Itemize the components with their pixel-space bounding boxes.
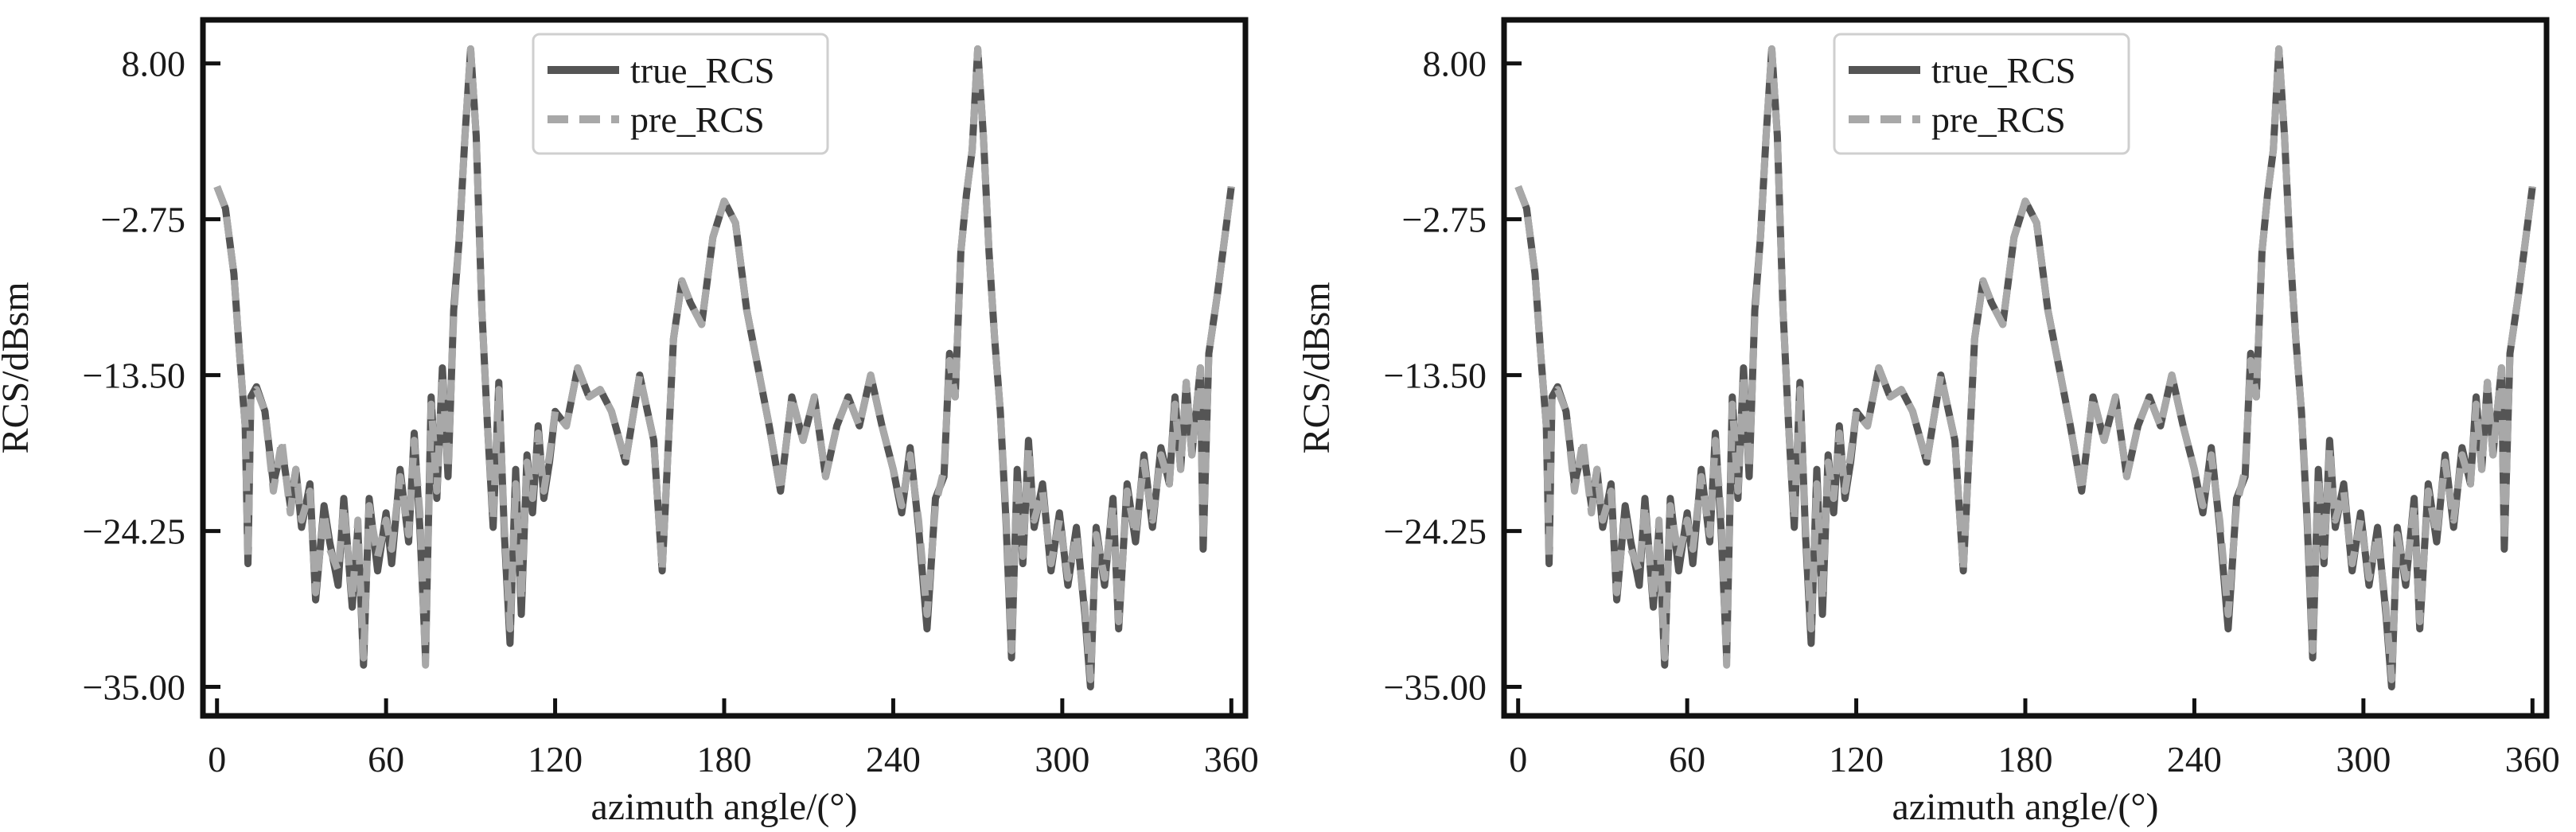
y-tick-label: 8.00 [122, 44, 186, 84]
chart-panel-right: 0 60 120 180 240 300 360 8.00 −2.75 −13.50 −24.25 −… [1296, 17, 2560, 828]
y-tick-label: −13.50 [1384, 356, 1487, 396]
x-tick-label: 240 [2167, 739, 2222, 780]
x-axis-title: azimuth angle/(°) [1892, 786, 2158, 828]
x-tick-label: 120 [528, 739, 583, 780]
x-tick-label: 60 [1669, 739, 1705, 780]
legend-label-true_RCS: true_RCS [1931, 50, 2075, 91]
legend: true_RCS pre_RCS [1833, 33, 2130, 155]
legend-box [532, 33, 829, 155]
y-axis-title: RCS/dBsm [0, 282, 37, 453]
x-axis-title: azimuth angle/(°) [590, 786, 857, 828]
y-tick-label: −24.25 [1384, 511, 1487, 552]
legend-label-pre_RCS: pre_RCS [630, 99, 765, 140]
x-tick-label: 300 [2336, 739, 2391, 780]
series-line-pre_RCS [1514, 45, 2536, 683]
series-line-pre_RCS [213, 45, 1235, 683]
x-tick-label: 180 [1998, 739, 2053, 780]
y-tick-label: −2.75 [1402, 200, 1487, 240]
x-tick-label: 180 [697, 739, 752, 780]
legend-label-true_RCS: true_RCS [630, 50, 774, 91]
x-tick-label: 60 [368, 739, 404, 780]
chart-panel-left: 0 60 120 180 240 300 360 8.00 −2.75 −13.50 −24.25 −… [0, 17, 1259, 828]
legend-box [1833, 33, 2130, 155]
x-tick-label: 360 [1204, 739, 1259, 780]
plot-area [213, 45, 1235, 690]
y-tick-label: −2.75 [101, 200, 185, 240]
x-tick-label: 240 [866, 739, 921, 780]
legend: true_RCS pre_RCS [532, 33, 829, 155]
legend-label-pre_RCS: pre_RCS [1931, 99, 2066, 140]
x-tick-label: 120 [1829, 739, 1884, 780]
y-axis-title: RCS/dBsm [1296, 282, 1338, 453]
y-tick-label: −24.25 [83, 511, 185, 552]
x-tick-label: 0 [208, 739, 226, 780]
x-tick-label: 0 [1509, 739, 1527, 780]
x-tick-label: 360 [2505, 739, 2560, 780]
x-tick-label: 300 [1035, 739, 1089, 780]
y-tick-label: −35.00 [83, 667, 185, 708]
plot-area [1514, 45, 2536, 690]
y-tick-label: −13.50 [83, 356, 185, 396]
y-tick-label: 8.00 [1423, 44, 1487, 84]
y-tick-label: −35.00 [1384, 667, 1487, 708]
